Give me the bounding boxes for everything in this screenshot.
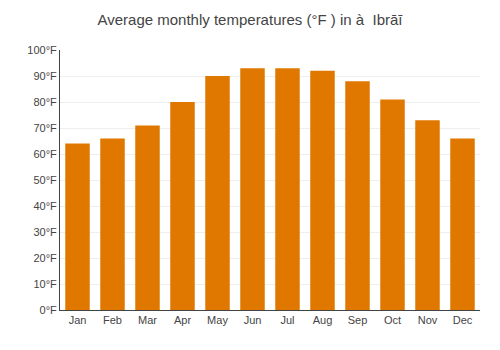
svg-text:Jul: Jul bbox=[280, 314, 294, 326]
svg-text:Dec: Dec bbox=[453, 314, 473, 326]
svg-text:50°F: 50°F bbox=[33, 174, 57, 186]
svg-text:Oct: Oct bbox=[384, 314, 401, 326]
svg-text:90°F: 90°F bbox=[33, 70, 57, 82]
svg-text:0°F: 0°F bbox=[40, 304, 58, 316]
svg-text:Average monthly temperatures (: Average monthly temperatures (°F ) in à … bbox=[97, 11, 403, 28]
svg-text:60°F: 60°F bbox=[33, 148, 57, 160]
svg-text:100°F: 100°F bbox=[27, 44, 57, 56]
svg-text:May: May bbox=[207, 314, 228, 326]
svg-text:30°F: 30°F bbox=[33, 226, 57, 238]
svg-text:10°F: 10°F bbox=[33, 278, 57, 290]
svg-text:70°F: 70°F bbox=[33, 122, 57, 134]
svg-text:40°F: 40°F bbox=[33, 200, 57, 212]
svg-text:Nov: Nov bbox=[418, 314, 438, 326]
svg-text:80°F: 80°F bbox=[33, 96, 57, 108]
svg-text:Apr: Apr bbox=[174, 314, 191, 326]
svg-text:Sep: Sep bbox=[348, 314, 368, 326]
svg-text:Mar: Mar bbox=[138, 314, 157, 326]
svg-text:Aug: Aug bbox=[313, 314, 333, 326]
svg-text:Jan: Jan bbox=[69, 314, 87, 326]
svg-text:Jun: Jun bbox=[244, 314, 262, 326]
svg-text:Feb: Feb bbox=[103, 314, 122, 326]
svg-text:20°F: 20°F bbox=[33, 252, 57, 264]
